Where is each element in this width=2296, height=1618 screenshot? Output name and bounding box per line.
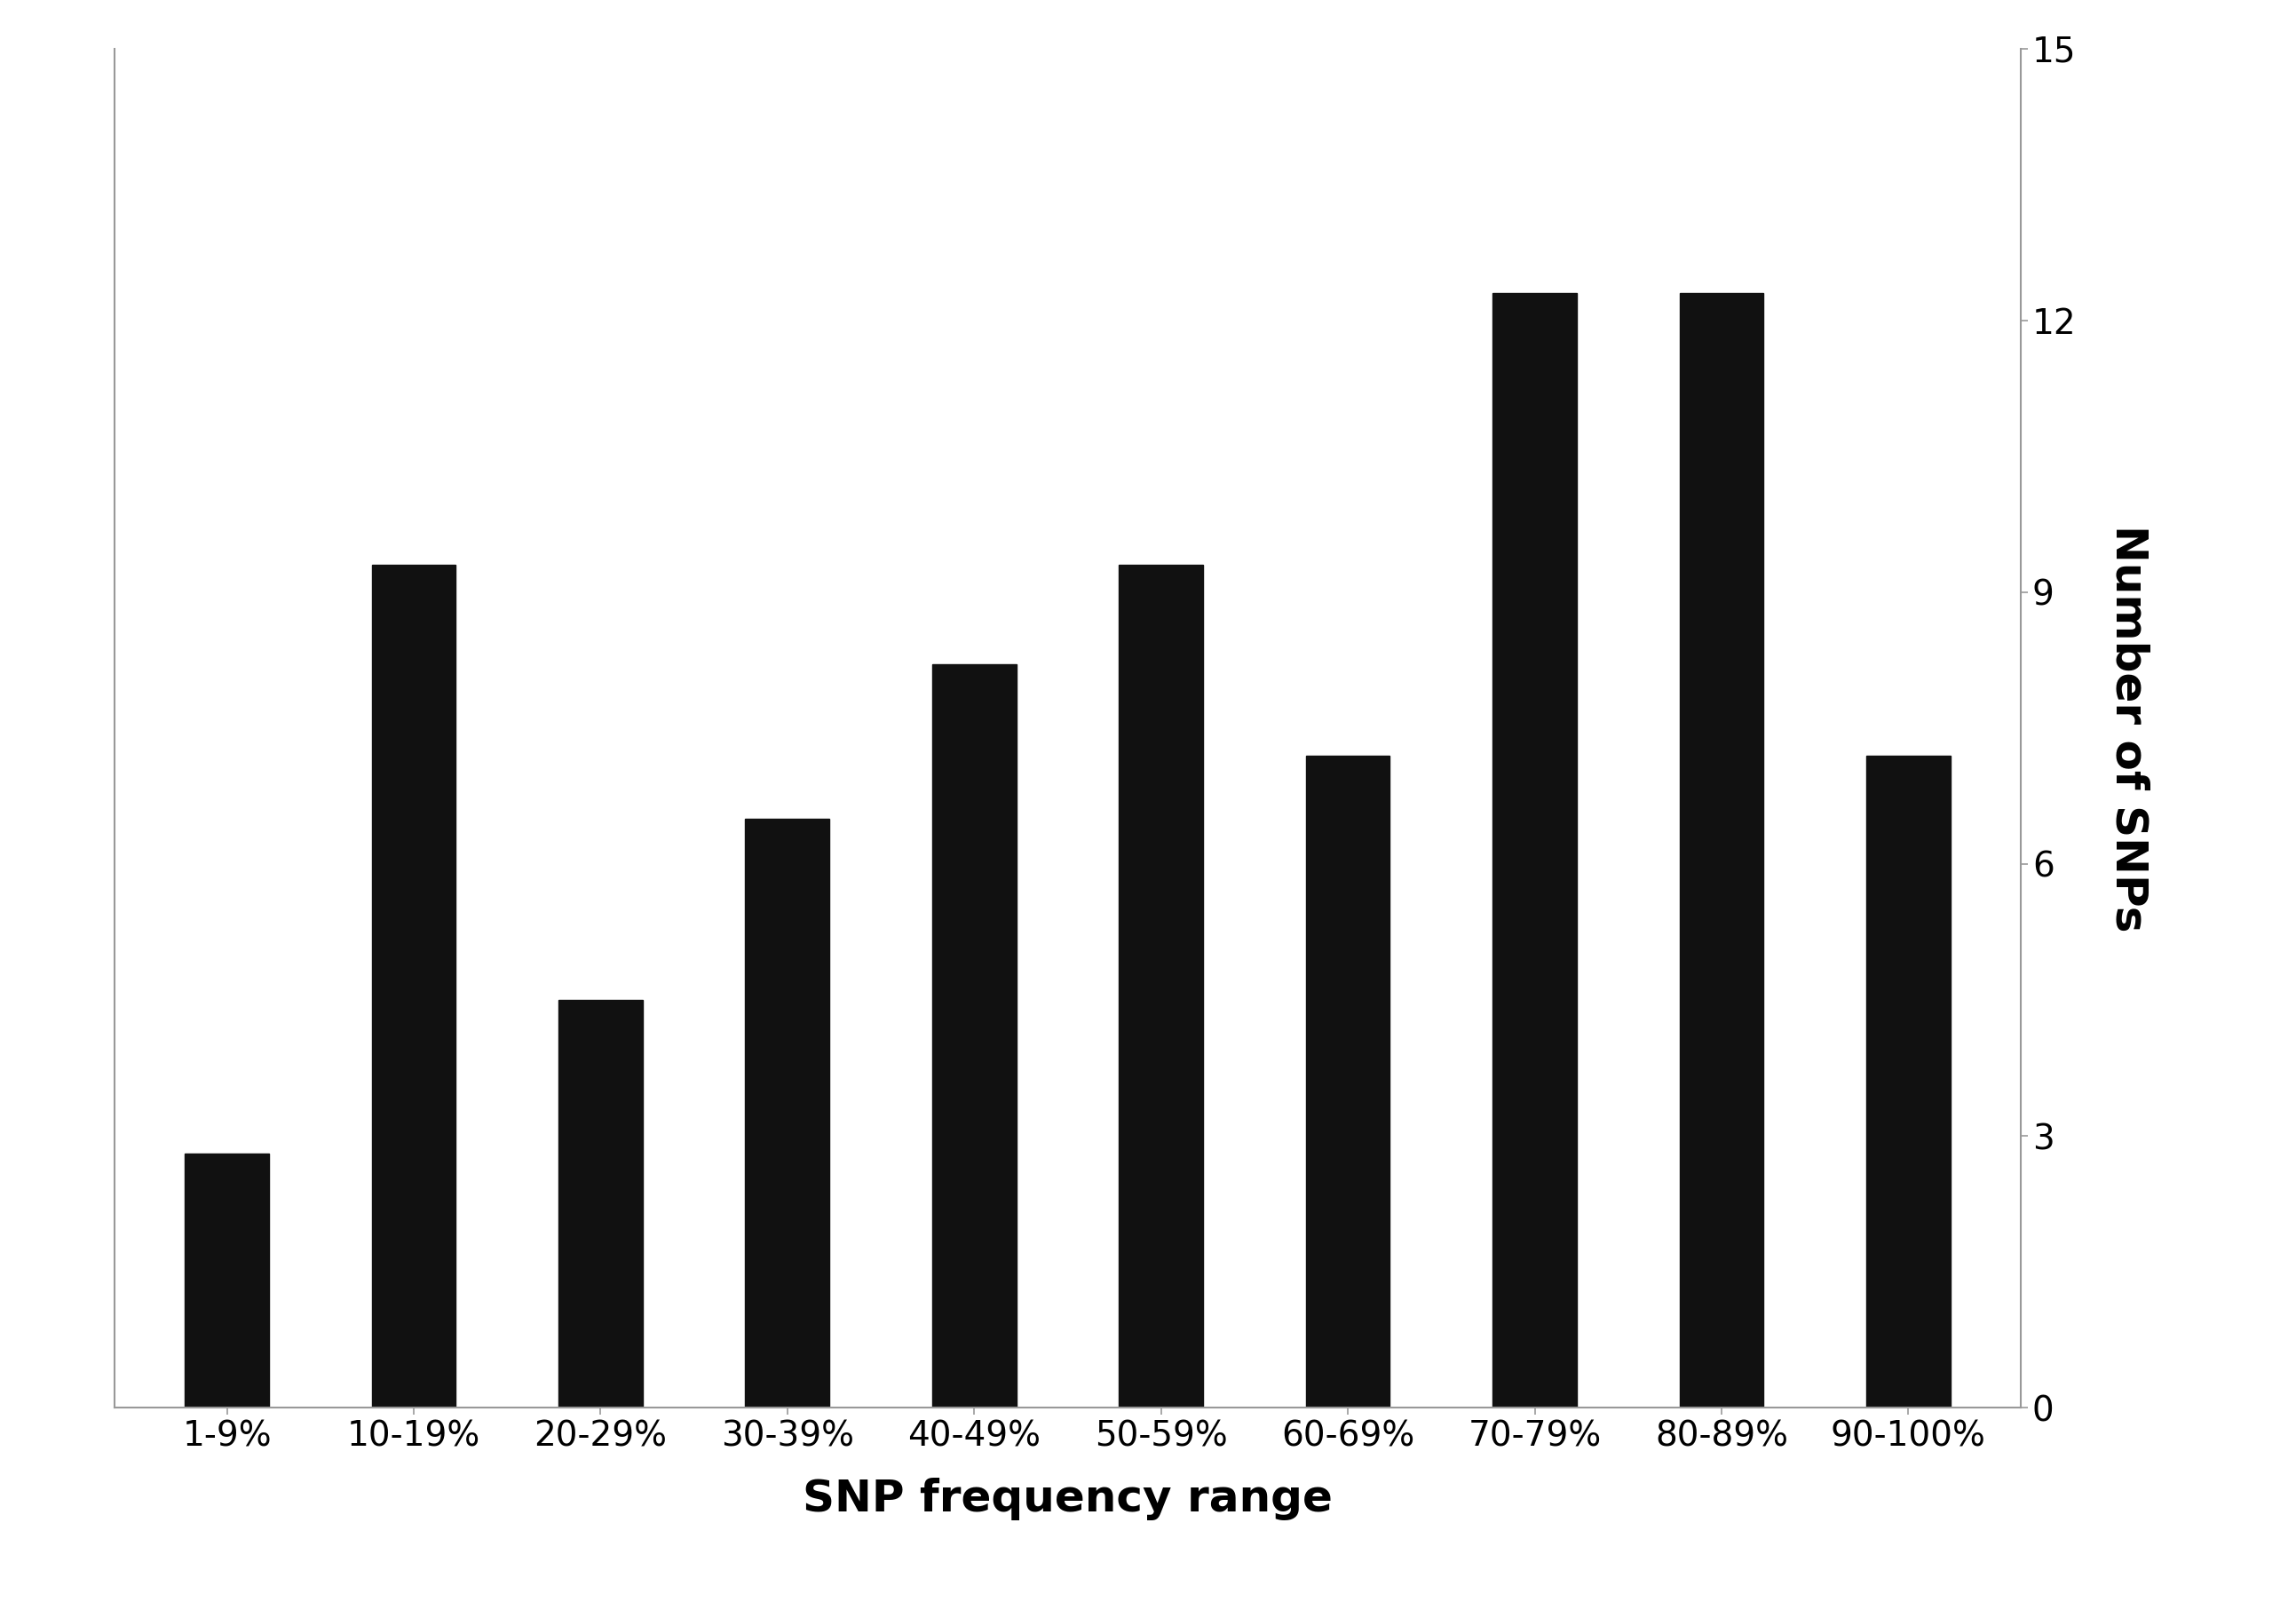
Bar <box>932 665 1017 1408</box>
Bar <box>746 819 829 1408</box>
Y-axis label: Number of SNPs: Number of SNPs <box>2108 524 2149 932</box>
Bar <box>1678 293 1763 1408</box>
X-axis label: SNP frequency range: SNP frequency range <box>804 1477 1332 1521</box>
Bar <box>1306 756 1389 1408</box>
Bar <box>558 1000 643 1408</box>
Bar <box>372 565 457 1408</box>
Bar <box>1867 756 1949 1408</box>
Bar <box>1118 565 1203 1408</box>
Bar <box>1492 293 1577 1408</box>
Bar <box>186 1154 269 1408</box>
